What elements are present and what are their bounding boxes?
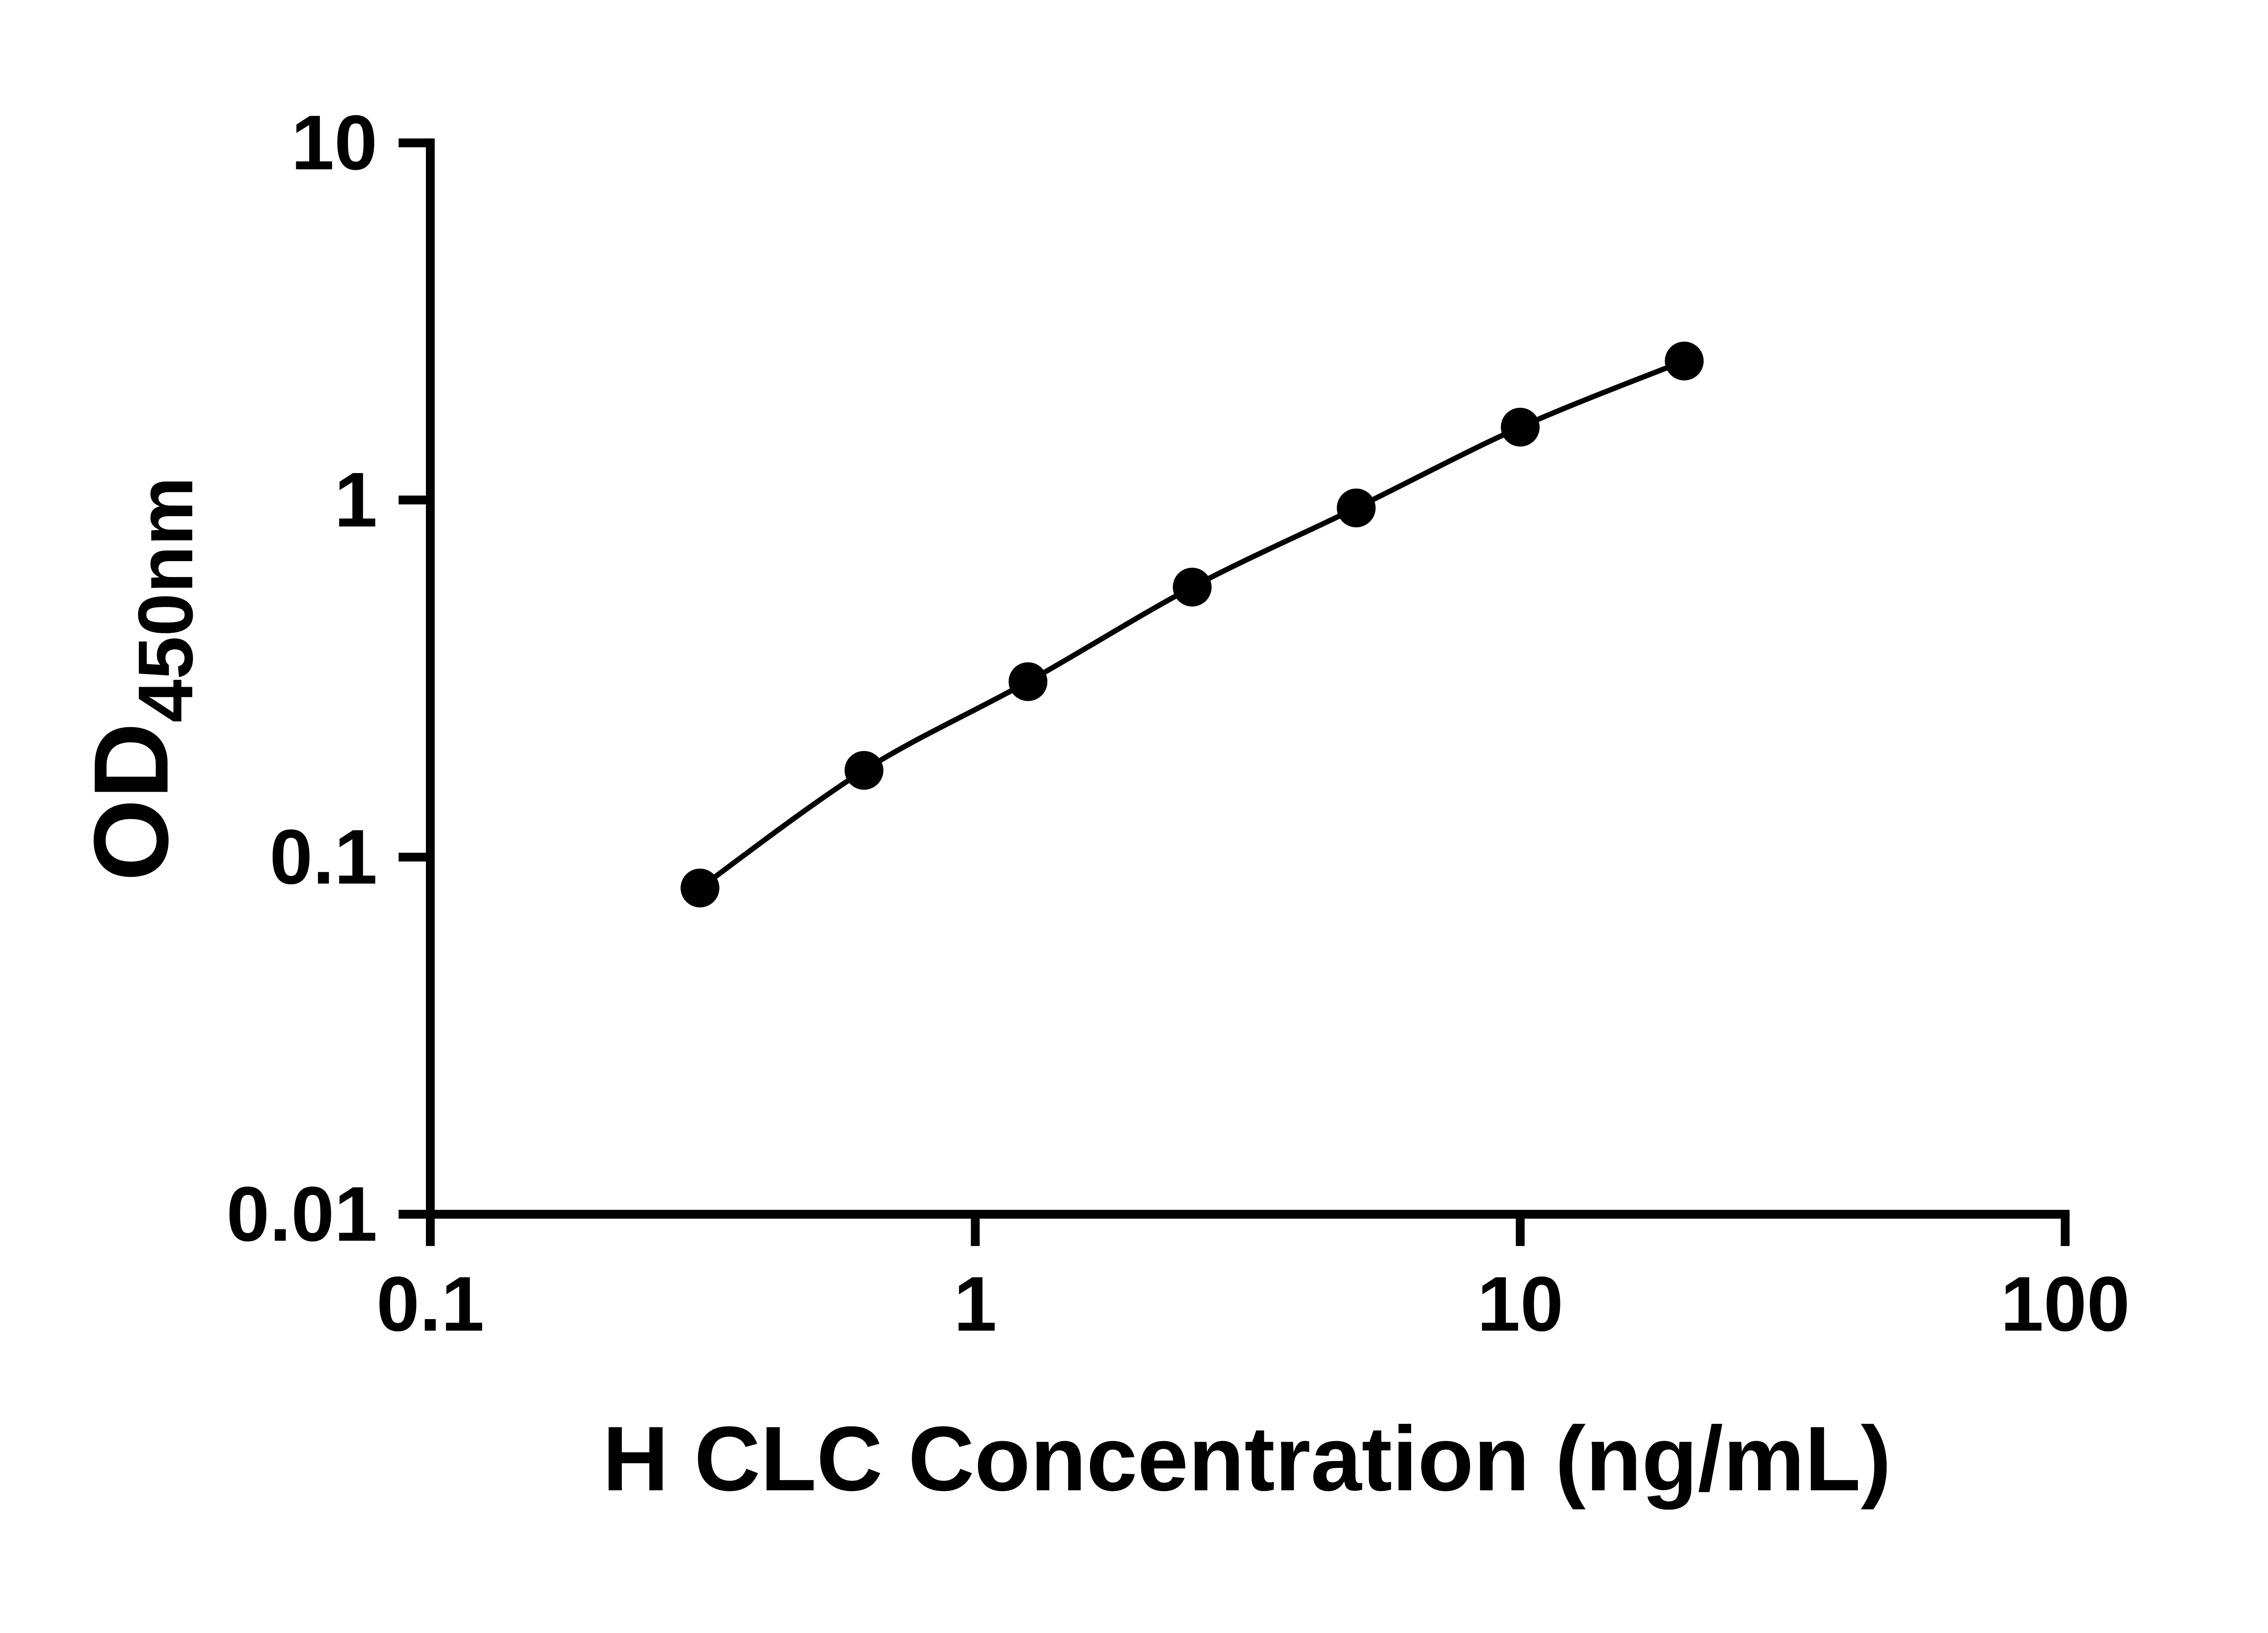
x-tick-label: 1 bbox=[954, 1261, 997, 1348]
data-point bbox=[680, 868, 719, 908]
x-axis-title: H CLC Concentration (ng/mL) bbox=[602, 1407, 1891, 1510]
y-tick-label: 10 bbox=[291, 99, 377, 186]
data-point bbox=[1501, 407, 1540, 447]
y-tick-label: 0.01 bbox=[226, 1171, 377, 1257]
x-tick-label: 0.1 bbox=[376, 1261, 484, 1348]
standard-curve-line bbox=[698, 358, 1686, 890]
x-tick-label: 10 bbox=[1477, 1261, 1563, 1348]
y-axis-title-sub: 450nm bbox=[122, 477, 209, 723]
x-tick-label: 100 bbox=[2000, 1261, 2130, 1348]
y-axis-title: OD450nm bbox=[72, 477, 209, 881]
data-point bbox=[1665, 342, 1704, 381]
data-point bbox=[1008, 662, 1048, 701]
data-point bbox=[1337, 488, 1376, 528]
data-point bbox=[1173, 567, 1212, 607]
y-tick-label: 0.1 bbox=[269, 814, 377, 900]
data-point bbox=[844, 751, 884, 790]
y-tick-label: 1 bbox=[334, 457, 377, 543]
y-axis-title-main: OD bbox=[72, 723, 190, 881]
elisa-standard-curve-chart: 0.1 1 10 100 0.01 0.1 1 10 H CLC Concentration … bbox=[72, 99, 2130, 1510]
